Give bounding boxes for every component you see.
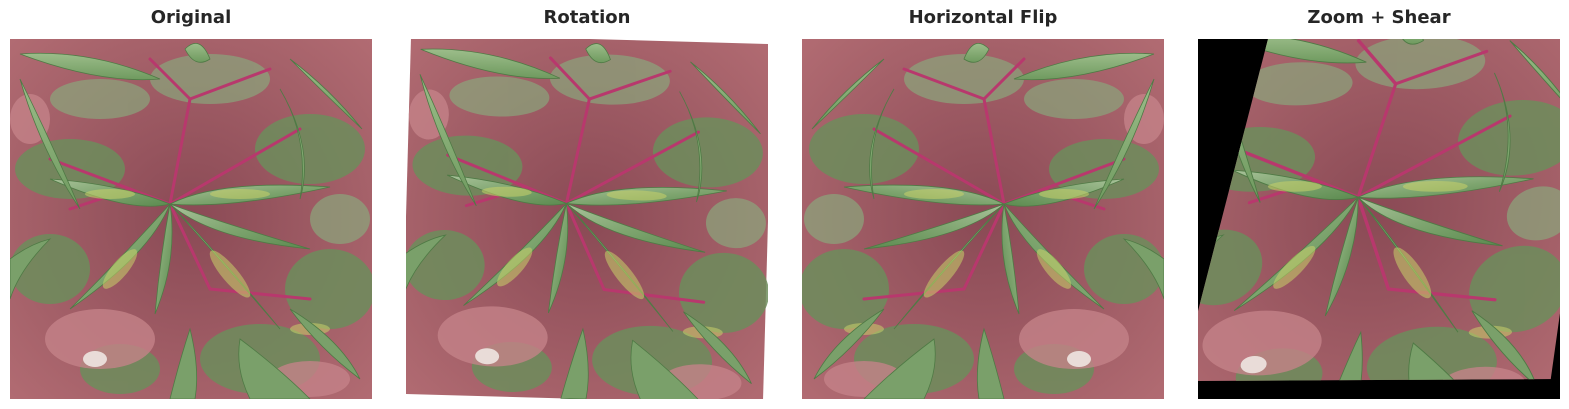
panel-title-horizontal-flip: Horizontal Flip <box>908 7 1058 28</box>
image-original <box>10 39 372 399</box>
image-rotation <box>406 39 768 399</box>
panel-title-rotation: Rotation <box>543 7 631 28</box>
panel-rotation: Rotation <box>406 0 768 409</box>
image-zoom-shear <box>1198 39 1560 399</box>
panel-horizontal-flip: Horizontal Flip <box>802 0 1164 409</box>
image-horizontal-flip <box>802 39 1164 399</box>
panel-original: Original <box>10 0 372 409</box>
panel-title-zoom-shear: Zoom + Shear <box>1307 7 1451 28</box>
panel-zoom-shear: Zoom + Shear <box>1198 0 1560 409</box>
panel-title-original: Original <box>150 7 232 28</box>
